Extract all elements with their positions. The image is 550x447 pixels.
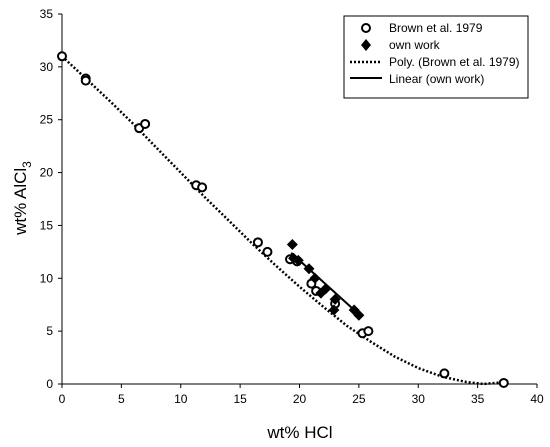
own-work-data-point [309, 272, 321, 284]
brown-data-point [262, 246, 273, 257]
brown-data-point [439, 368, 450, 379]
x-tick-label: 10 [174, 392, 188, 406]
legend-label-linear: Linear (own work) [389, 72, 484, 86]
brown-data-point [363, 326, 374, 337]
legend-filled-diamond-icon [361, 39, 371, 51]
x-tick-label: 0 [59, 392, 66, 406]
legend-label-poly: Poly. (Brown et al. 1979) [389, 55, 520, 69]
plot-area: 0 5 10 15 20 25 30 35 40 0 5 10 15 20 25 30 35 [40, 7, 544, 406]
y-tick-label: 15 [40, 218, 54, 232]
legend-box [343, 15, 529, 99]
own-work-data-point [328, 304, 340, 316]
legend-label-brown: Brown et al. 1979 [389, 21, 483, 35]
legend-open-circle-icon [361, 23, 371, 33]
brown-data-point [57, 51, 67, 62]
y-tick-label: 0 [46, 377, 53, 391]
y-axis-title-main: wt% AlCl [11, 168, 30, 236]
x-tick-label: 25 [352, 392, 366, 406]
y-axis-title: wt% AlCl3 [11, 161, 34, 236]
own-work-data-point [320, 283, 332, 295]
legend-item-poly: Poly. (Brown et al. 1979) [350, 55, 520, 69]
x-tick-label: 30 [412, 392, 426, 406]
x-tick-label: 40 [530, 392, 544, 406]
brown-data-point [252, 237, 263, 248]
poly-trendline [61, 55, 502, 386]
x-axis-ticks: 0 5 10 15 20 25 30 35 40 [59, 384, 544, 406]
brown-data-point [80, 75, 91, 86]
x-axis-title: wt% HCl [266, 423, 332, 442]
own-work-data-point [303, 263, 315, 275]
y-axis-ticks: 0 5 10 15 20 25 30 35 [40, 7, 62, 391]
legend-label-own-work: own work [389, 38, 441, 52]
y-axis-title-subscript: 3 [20, 161, 34, 168]
y-tick-label: 10 [40, 271, 54, 285]
legend-item-linear: Linear (own work) [350, 72, 484, 86]
x-tick-label: 20 [293, 392, 307, 406]
brown-data-point [498, 377, 509, 388]
x-tick-label: 5 [118, 392, 125, 406]
brown-data-point [197, 182, 208, 193]
y-tick-label: 20 [40, 166, 54, 180]
y-tick-label: 35 [40, 7, 54, 21]
y-tick-label: 25 [40, 113, 54, 127]
own-work-data-point [329, 293, 341, 305]
legend-item-brown: Brown et al. 1979 [361, 21, 483, 35]
legend: Brown et al. 1979 own work Poly. (Brown … [343, 15, 529, 99]
own-work-data-point [286, 238, 298, 250]
x-tick-label: 35 [471, 392, 485, 406]
own-work-data-point [353, 309, 365, 321]
series-layer [57, 51, 509, 388]
y-tick-label: 5 [46, 324, 53, 338]
brown-data-point [140, 118, 151, 129]
y-tick-label: 30 [40, 60, 54, 74]
x-tick-label: 15 [233, 392, 247, 406]
own-work-data-point [292, 254, 304, 266]
legend-item-own-work: own work [361, 38, 441, 52]
linear-trendline [290, 252, 360, 315]
